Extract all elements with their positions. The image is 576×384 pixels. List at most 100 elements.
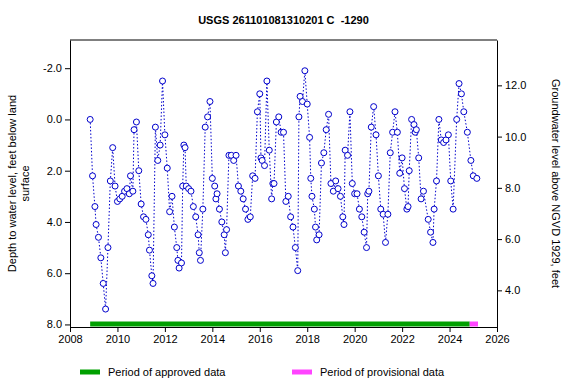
frame (70, 40, 497, 41)
data-point (413, 127, 419, 133)
tick: 2014 (201, 327, 225, 345)
data-point (107, 178, 113, 184)
tick-label: 2020 (343, 333, 367, 345)
tick-mark (497, 85, 502, 86)
chart: USGS 261101081310201 C -1290200820102012… (0, 0, 576, 384)
data-point (136, 168, 142, 174)
data-point (450, 206, 456, 212)
tick-mark (450, 327, 451, 332)
y-axis-title: surface (19, 165, 31, 201)
tick: 2018 (295, 327, 319, 345)
legend-label: Period of provisional data (320, 366, 445, 378)
tick-label: 2022 (390, 333, 414, 345)
data-point (169, 193, 175, 199)
data-point (212, 183, 218, 189)
data-point (359, 214, 365, 220)
period-bar (470, 322, 478, 327)
tick-label: -2.0 (43, 62, 62, 74)
tick-mark (497, 188, 502, 189)
tick-label: 2.0 (47, 165, 62, 177)
data-point (285, 193, 291, 199)
data-point (167, 209, 173, 215)
data-point (326, 111, 332, 117)
data-point (340, 214, 346, 220)
tick-mark (117, 327, 118, 332)
data-point (190, 204, 196, 210)
data-point (224, 227, 230, 233)
data-point (219, 219, 225, 225)
data-point (425, 216, 431, 222)
data-point (174, 245, 180, 251)
data-point (418, 196, 424, 202)
tick-label: 6.0 (505, 233, 520, 245)
legend-swatch (80, 370, 100, 375)
data-point (240, 196, 246, 202)
data-point (188, 188, 194, 194)
tick-mark (307, 327, 308, 332)
data-point (296, 114, 302, 120)
data-point (392, 109, 398, 115)
data-point (143, 216, 149, 222)
tick: 2022 (390, 327, 414, 345)
data-point (456, 81, 462, 87)
data-point (366, 188, 372, 194)
data-point (252, 175, 258, 181)
data-point (313, 224, 319, 230)
tick-mark (497, 239, 502, 240)
axis-line (71, 327, 498, 328)
data-point (257, 91, 263, 97)
data-point (387, 150, 393, 156)
data-point (430, 239, 436, 245)
data-point (95, 234, 101, 240)
tick-label: 10.0 (505, 131, 526, 143)
data-point (196, 250, 202, 256)
data-point (195, 232, 201, 238)
tick: -2.0 (43, 62, 70, 74)
data-point (448, 178, 454, 184)
data-point (420, 188, 426, 194)
data-point (349, 181, 355, 187)
data-point (308, 175, 314, 181)
data-point (290, 224, 296, 230)
tick-label: 12.0 (505, 79, 526, 91)
tick: 12.0 (497, 79, 526, 91)
data-point (461, 109, 467, 115)
data-point (318, 160, 324, 166)
data-point (160, 78, 166, 84)
data-point (428, 229, 434, 235)
tick: 2024 (438, 327, 462, 345)
data-point (474, 175, 480, 181)
data-point (146, 247, 152, 253)
tick-mark (70, 327, 71, 332)
data-point (202, 124, 208, 130)
tick: 2016 (248, 327, 272, 345)
data-point (271, 181, 277, 187)
tick: 0.0 (47, 113, 70, 125)
data-point (371, 104, 377, 110)
data-point (464, 129, 470, 135)
data-point (103, 306, 109, 312)
tick-label: 2008 (58, 333, 82, 345)
tick-label: 0.0 (47, 113, 62, 125)
tick: 2026 (485, 327, 509, 345)
tick-label: 4.0 (505, 284, 520, 296)
tick-label: 4.0 (47, 216, 62, 228)
tick-mark (260, 327, 261, 332)
tick-mark (65, 222, 70, 223)
data-point (214, 191, 220, 197)
x-axis: 2008201020122014201620182020202220242026 (58, 327, 509, 345)
data-point (345, 152, 351, 158)
title: USGS 261101081310201 C -1290 (198, 14, 369, 26)
tick-mark (65, 324, 70, 325)
data-point (100, 280, 106, 286)
legend-item: Period of approved data (80, 366, 226, 378)
data-point (93, 222, 99, 228)
data-point (373, 132, 379, 138)
data-point (130, 188, 136, 194)
data-point (110, 145, 116, 151)
data-point (233, 152, 239, 158)
data-point (311, 206, 317, 212)
data-point (133, 119, 139, 125)
tick-label: 2014 (201, 333, 225, 345)
data-point (321, 150, 327, 156)
